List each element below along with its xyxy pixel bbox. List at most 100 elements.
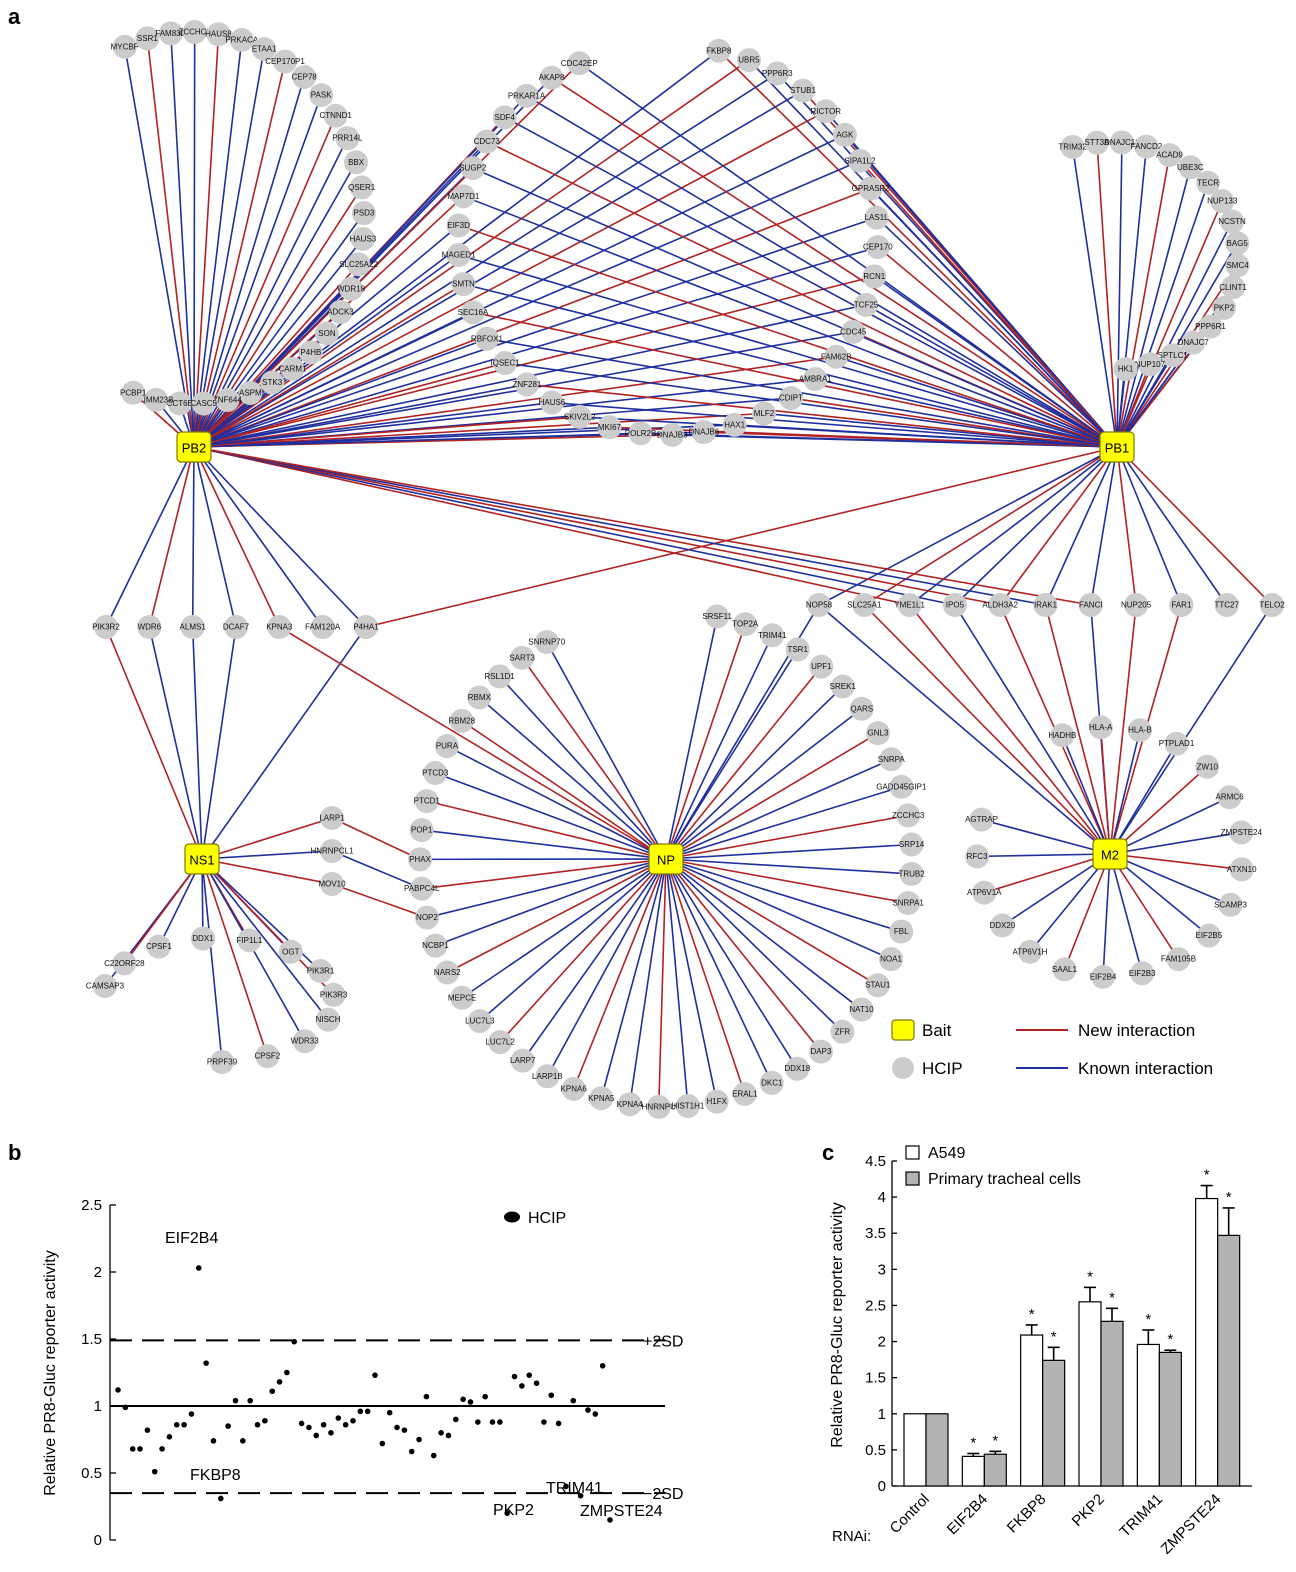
edge-pb2-alms1 [191,446,195,628]
hcip-label-slc25a22: SLC25A22 [339,260,378,269]
hcip-label-carm1: CARM1 [278,364,307,373]
hcip-label-ogt: OGT [282,947,299,956]
scatter-point [298,1420,305,1427]
significance-mark: * [1226,1189,1232,1206]
hcip-label-sart3: SART3 [509,653,535,662]
hcip-node-znf644 [215,388,240,413]
hcip-label-tcf25: TCF25 [854,300,879,309]
hcip-node-ppp6r3 [765,61,790,86]
edge-pb2-p4ha1 [193,446,367,628]
hcip-node-top2a [733,612,758,637]
hcip-node-fanci [1078,593,1103,617]
hcip-label-nup107: NUP107 [1135,360,1166,369]
edge-np-fbl [665,858,902,933]
scatter-y-tick-label: 2.5 [81,1197,102,1214]
hcip-node-haus6 [539,390,564,415]
scatter-point [291,1338,298,1345]
scatter-point [548,1392,555,1399]
hcip-label-mlf2: MLF2 [754,409,775,418]
scatter-point [137,1446,143,1452]
edge-pb2-kpna3 [193,446,281,628]
edge-pb1-iqsec1 [504,362,1118,448]
edge-np-kpna5 [600,858,667,1099]
bar-y-tick-label: 0 [878,1478,886,1495]
hcip-node-cdc73 [474,129,499,154]
scatter-point [467,1399,474,1405]
scatter-point [599,1363,606,1369]
edge-np-top2a [665,623,746,860]
bar [961,1455,985,1487]
edge-m2-scamp3 [1109,853,1231,906]
hcip-node-fancd2 [1134,134,1159,159]
hcip-node-mycbp [112,34,137,59]
hcip-label-sec16a: SEC16A [458,308,489,317]
edge-np-kpna6 [572,858,667,1090]
edge-ns1-alms1 [191,626,203,860]
hcip-node-ddx20 [990,913,1015,938]
scatter-point [555,1420,562,1427]
edge-larp1-phax [331,817,421,861]
hcip-label-sdf4: SDF4 [495,113,516,122]
hcip-node-etaa1 [252,37,277,62]
edge-pb2-dcaf7 [193,446,237,628]
scatter-point [335,1415,342,1421]
hcip-label-snrnp70: SNRNP70 [528,638,565,647]
edge-pb1-nop58 [818,446,1118,606]
hcip-label-scamp3: SCAMP3 [1214,900,1247,909]
hcip-label-srp14: SRP14 [899,840,925,849]
hcip-node-hadhb [1050,723,1075,748]
edge-np-dkc1 [665,858,773,1084]
edge-np-larp7 [522,858,667,1062]
bar [1078,1301,1102,1487]
bar-legend-label: A549 [928,1145,965,1162]
hcip-node-clint1 [1221,275,1246,300]
scatter-point [401,1427,408,1433]
edge-pb2-mki67 [193,426,610,448]
hcip-label-haus6: HAUS6 [539,398,566,407]
hcip-label-rbmx: RBMX [468,693,492,702]
scatter-point [482,1393,488,1400]
hcip-label-etaa1: ETAA1 [252,45,277,54]
hcip-label-prpf39: PRPF39 [207,1057,238,1066]
scatter-point [269,1388,276,1395]
hcip-label-cep170p1: CEP170P1 [265,57,305,66]
edge-pb2-zcchc8 [193,32,196,448]
hcip-node-cct6b [167,391,192,416]
hcip-label-ttc27: TTC27 [1214,601,1239,610]
hcip-node-ncstn [1220,209,1245,234]
hcip-label-prkar1a: PRKAR1A [508,91,546,100]
bar [1158,1351,1182,1487]
edge-np-hist1h1 [665,858,689,1107]
edge-pb2-pask [193,94,322,448]
hcip-node-ncbp1 [423,933,448,958]
edge-pb2-sipa1l2 [193,160,861,448]
edge-pb2-ctnnd1 [193,115,337,448]
hcip-label-trim32: TRIM32 [1058,142,1087,151]
hcip-label-upf1: UPF1 [811,662,832,671]
hcip-node-rbm28 [449,708,474,733]
hcip-node-snrpa [879,747,904,772]
hcip-node-akap8 [539,65,564,90]
hcip-label-son: SON [318,329,336,338]
hcip-node-mlf2 [751,401,776,426]
edge-np-trim41 [665,634,773,860]
hcip-label-ctnnd1: CTNND1 [319,111,352,120]
edge-np-srsf11 [665,616,718,860]
hcip-label-eif2b3: EIF2B3 [1129,969,1156,978]
edge-pb2-pik3r2 [105,446,195,628]
scatter-point [533,1380,540,1387]
hcip-label-dkc1: DKC1 [761,1078,783,1087]
scatter-point [313,1432,320,1439]
edge-pb2-fanci [193,446,1091,606]
hcip-label-pik3r2: PIK3R2 [92,623,120,632]
hcip-label-fam83d: FAM83D [155,29,186,38]
hcip-node-znf281 [514,372,539,397]
edge-pb1-far1 [1116,446,1183,606]
edge-pb2-ppp6r3 [193,72,778,448]
hcip-label-agk: AGK [836,130,854,139]
hcip-node-hnrnpu [646,1094,671,1119]
edge-pb1-eif3d [458,224,1118,448]
hcip-label-smc4: SMC4 [1226,261,1249,270]
hcip-label-pabpc4l: PABPC4L [404,884,440,893]
